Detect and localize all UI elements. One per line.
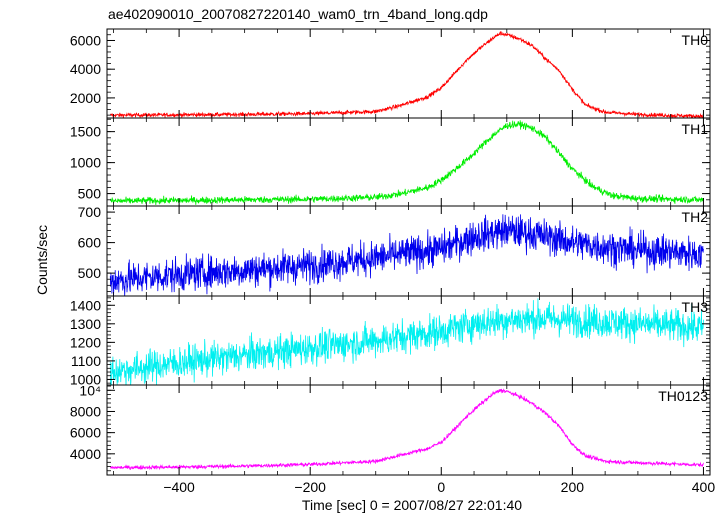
- y-tick-label: 500: [78, 265, 102, 281]
- y-tick-label: 4000: [70, 446, 101, 462]
- y-tick-label: 1400: [70, 297, 101, 313]
- panel-frame: [106, 295, 711, 386]
- y-tick-label: 1000: [70, 371, 101, 387]
- panel-label: TH1: [682, 121, 709, 137]
- y-tick-label: 1500: [70, 124, 101, 140]
- x-tick-label: 200: [561, 479, 585, 495]
- chart-title: ae402090010_20070827220140_wam0_trn_4ban…: [108, 6, 488, 22]
- panel-th2: 500 600 700 TH2: [78, 204, 711, 297]
- series-line-th2: [109, 214, 704, 296]
- y-tick-label: 4000: [70, 61, 101, 77]
- series-line-th3: [109, 298, 704, 385]
- x-axis-label: Time [sec] 0 = 2007/08/27 22:01:40: [302, 497, 522, 513]
- series-line-th0: [110, 31, 704, 118]
- x-tick-label: −200: [294, 479, 326, 495]
- y-tick-label: 1100: [71, 353, 101, 369]
- panel-frame: [106, 384, 711, 476]
- panel-label: TH2: [682, 209, 709, 225]
- series-line-th1: [109, 120, 704, 205]
- y-tick-label: 6000: [70, 32, 101, 48]
- x-tick-label: −400: [163, 479, 195, 495]
- y-tick-label: 600: [78, 235, 102, 251]
- x-tick-label: 400: [692, 479, 716, 495]
- panel-th1: 500 1000 1500 TH1: [70, 117, 711, 207]
- panels-group: 2000 4000 6000 TH0 500 1000 1500 TH1 500 600 700 TH…: [70, 28, 711, 476]
- panel-th0: 2000 4000 6000 TH0: [70, 28, 711, 119]
- x-tick-label: 0: [437, 479, 445, 495]
- y-tick-label: 10⁴: [79, 382, 101, 398]
- y-tick-label: 1000: [70, 155, 101, 171]
- panel-th3: 1000 1100 1200 1300 1400 TH3: [70, 295, 711, 387]
- y-tick-label: 700: [78, 204, 102, 220]
- y-tick-label: 6000: [70, 425, 101, 441]
- series-line-th0123: [110, 388, 704, 471]
- panel-label: TH3: [682, 299, 709, 315]
- y-tick-label: 1300: [70, 316, 101, 332]
- y-tick-label: 1200: [70, 334, 101, 350]
- y-tick-label: 500: [78, 186, 102, 202]
- y-axis-label: Counts/sec: [34, 225, 50, 295]
- panel-frame: [106, 117, 711, 207]
- panel-label: TH0123: [658, 388, 708, 404]
- y-tick-label: 2000: [70, 90, 101, 106]
- panel-frame: [106, 28, 711, 119]
- x-axis: −400 −200 0 200 400: [163, 479, 715, 495]
- panel-th0123: 4000 6000 8000 10⁴ TH0123: [70, 382, 711, 476]
- y-tick-label: 8000: [70, 403, 101, 419]
- panel-label: TH0: [682, 32, 709, 48]
